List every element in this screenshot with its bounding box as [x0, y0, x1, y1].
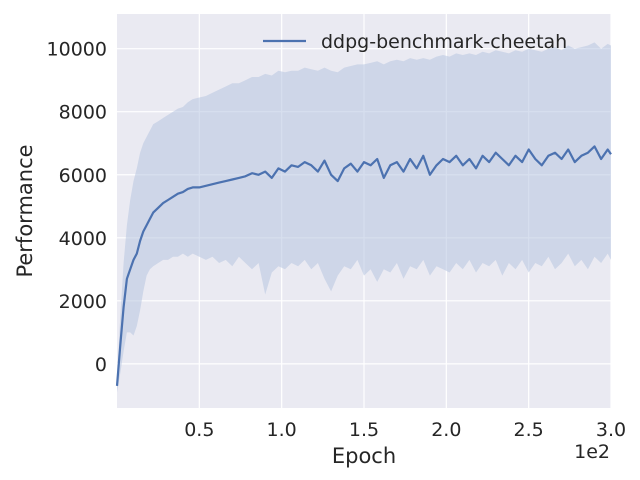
x-tick-label: 0.5 [184, 419, 214, 441]
x-tick-label: 3.0 [596, 419, 626, 441]
y-tick-labels: 0 2000 4000 6000 8000 10000 [47, 39, 107, 376]
y-tick-label: 6000 [59, 165, 107, 187]
x-tick-labels: 0.5 1.0 1.5 2.0 2.5 3.0 [184, 419, 626, 441]
y-tick-label: 2000 [59, 291, 107, 313]
series-line-ddpg-benchmark-cheetah [115, 145, 612, 386]
y-tick-label: 8000 [59, 102, 107, 124]
y-axis-label: Performance [13, 144, 37, 277]
y-tick-label: 4000 [59, 228, 107, 250]
y-tick-label: 10000 [47, 39, 107, 61]
legend-label: ddpg-benchmark-cheetah [321, 31, 567, 53]
x-axis-label: Epoch [332, 444, 396, 468]
x-offset-text: 1e2 [574, 441, 610, 463]
y-tick-label: 0 [95, 354, 107, 376]
x-tick-label: 1.5 [349, 419, 379, 441]
x-tick-label: 2.0 [431, 419, 461, 441]
x-tick-label: 2.5 [514, 419, 544, 441]
legend: ddpg-benchmark-cheetah [263, 31, 567, 53]
x-tick-label: 1.0 [267, 419, 297, 441]
confidence-band [117, 42, 611, 393]
